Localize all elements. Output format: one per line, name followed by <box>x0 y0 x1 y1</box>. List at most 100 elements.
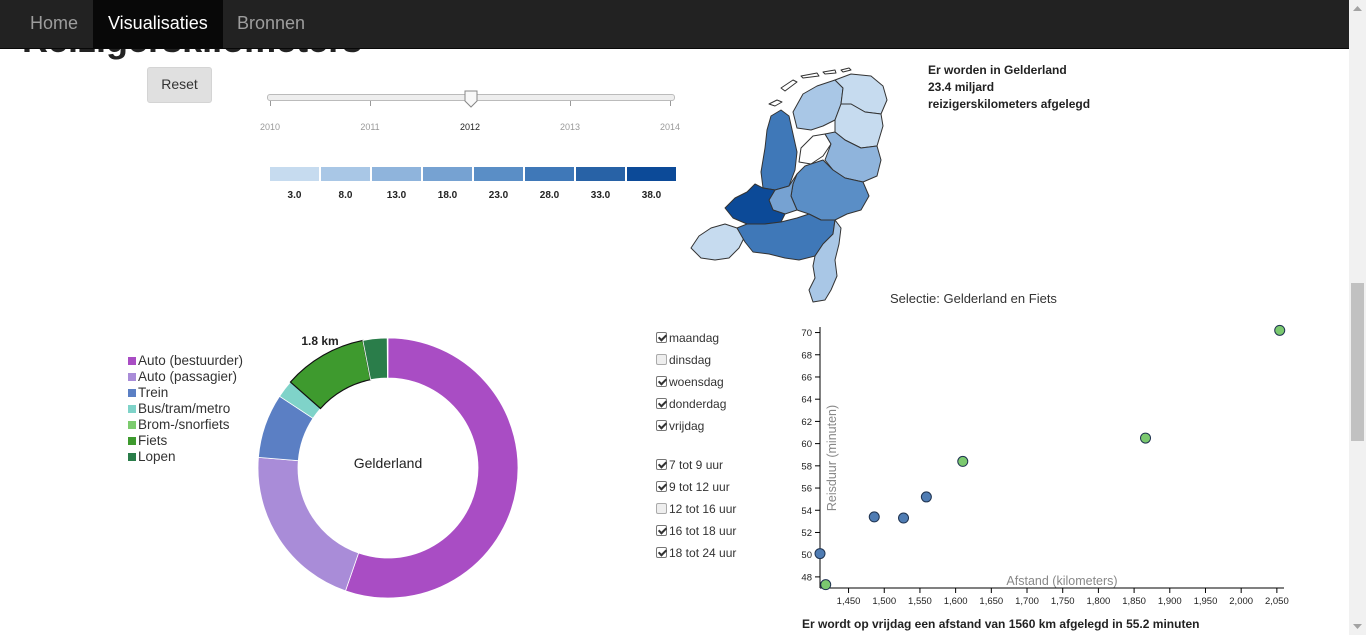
x-tick-label: 1,750 <box>1051 596 1075 607</box>
color-scale-swatch <box>627 167 676 181</box>
province-noord-holland[interactable] <box>760 109 798 191</box>
legend-swatch <box>128 373 136 381</box>
checkbox[interactable] <box>656 481 667 492</box>
x-tick-label: 1,650 <box>979 596 1003 607</box>
checkbox[interactable] <box>656 398 667 409</box>
x-tick-label: 2,000 <box>1229 596 1253 607</box>
map-island <box>768 99 783 107</box>
color-scale-swatch <box>525 167 574 181</box>
day-checkbox[interactable]: maandag <box>656 329 719 347</box>
color-scale-label: 18.0 <box>437 190 458 201</box>
scatter-title: Selectie: Gelderland en Fiets <box>890 291 1057 306</box>
scroll-up-arrow-icon[interactable] <box>1352 4 1363 12</box>
color-scale-swatch <box>576 167 625 181</box>
legend-item[interactable]: Bus/tram/metro <box>128 401 230 417</box>
color-scale-label: 3.0 <box>287 190 302 201</box>
province-zuid-holland[interactable] <box>724 183 786 225</box>
time-checkbox[interactable]: 7 tot 9 uur <box>656 456 723 474</box>
color-scale-swatch <box>321 167 370 181</box>
time-checkbox[interactable]: 12 tot 16 uur <box>656 500 736 518</box>
scatter-point[interactable] <box>898 512 910 524</box>
map-info-line: reizigerskilometers afgelegd <box>928 97 1091 111</box>
legend-item[interactable]: Auto (bestuurder) <box>128 353 243 369</box>
scatter-info: Er wordt op vrijdag een afstand van 1560… <box>802 617 1200 631</box>
legend-swatch <box>128 405 136 413</box>
y-tick-label: 64 <box>801 395 812 406</box>
checkbox[interactable] <box>656 459 667 470</box>
year-slider-handle[interactable] <box>464 90 478 108</box>
scatter-point[interactable] <box>868 511 880 523</box>
checkbox-label: woensdag <box>669 375 724 389</box>
legend-label: Brom-/snorfiets <box>138 417 230 432</box>
color-scale-label: 13.0 <box>386 190 407 201</box>
legend-item[interactable]: Auto (passagier) <box>128 369 237 385</box>
map-info-line: Er worden in Gelderland <box>928 63 1067 77</box>
donut-slice[interactable] <box>257 456 360 592</box>
y-axis-label: Reisduur (minuten) <box>825 405 839 511</box>
y-tick-label: 52 <box>801 528 812 539</box>
y-tick-label: 48 <box>801 572 812 583</box>
donut-slice[interactable] <box>362 337 388 381</box>
scatter-point[interactable] <box>1140 432 1152 444</box>
time-checkbox[interactable]: 16 tot 18 uur <box>656 522 736 540</box>
legend-label: Bus/tram/metro <box>138 401 231 416</box>
checkbox[interactable] <box>656 376 667 387</box>
y-tick-label: 50 <box>801 550 812 561</box>
slider-tick <box>570 101 571 106</box>
reset-button[interactable]: Reset <box>147 67 212 103</box>
checkbox[interactable] <box>656 420 667 431</box>
x-tick-label: 1,550 <box>908 596 932 607</box>
checkbox[interactable] <box>656 354 667 365</box>
checkbox[interactable] <box>656 332 667 343</box>
province-flevoland[interactable] <box>798 133 832 165</box>
legend-item[interactable]: Lopen <box>128 449 176 465</box>
day-checkbox[interactable]: donderdag <box>656 395 726 413</box>
nav-home[interactable]: Home <box>30 13 79 33</box>
checkbox[interactable] <box>656 503 667 514</box>
slider-year-label: 2013 <box>559 122 581 132</box>
checkbox[interactable] <box>656 525 667 536</box>
scatter-point[interactable] <box>814 548 826 560</box>
legend-item[interactable]: Fiets <box>128 433 167 449</box>
scatter-point[interactable] <box>820 579 832 591</box>
slider-year-label-selected: 2012 <box>459 122 481 132</box>
time-checkbox[interactable]: 18 tot 24 uur <box>656 544 736 562</box>
nav-visualisaties[interactable]: Visualisaties <box>93 0 223 48</box>
x-tick-label: 1,800 <box>1087 596 1111 607</box>
scatter-point[interactable] <box>957 455 969 467</box>
slider-year-label: 2011 <box>360 122 380 132</box>
scroll-down-arrow-icon[interactable] <box>1352 623 1363 631</box>
day-checkbox[interactable]: woensdag <box>656 373 724 391</box>
scatter-point[interactable] <box>1274 324 1286 336</box>
x-tick-label: 1,600 <box>944 596 968 607</box>
netherlands-map <box>690 67 888 303</box>
day-checkbox[interactable]: dinsdag <box>656 351 711 369</box>
navbar: Home Visualisaties Bronnen <box>0 0 1349 49</box>
donut-chart: Gelderland 1.8 km <box>257 334 519 599</box>
legend-swatch <box>128 453 136 461</box>
checkbox-label: vrijdag <box>669 419 705 433</box>
scatter-plot: 48 50 52 54 56 58 60 62 64 66 68 70 1,450 1,500 1,550 1… <box>801 324 1289 607</box>
scrollbar-thumb[interactable] <box>1351 283 1364 441</box>
checkbox-label: 18 tot 24 uur <box>669 546 737 560</box>
scatter-point[interactable] <box>920 491 932 503</box>
y-tick-label: 60 <box>801 439 812 450</box>
color-scale-swatch <box>474 167 523 181</box>
slider-tick <box>370 101 371 106</box>
province-limburg[interactable] <box>808 219 842 303</box>
y-tick-label: 54 <box>801 506 812 517</box>
province-zeeland[interactable] <box>690 223 746 261</box>
y-tick-label: 66 <box>801 372 812 383</box>
color-scale-label: 38.0 <box>641 190 662 201</box>
day-checkbox[interactable]: vrijdag <box>656 417 704 435</box>
nav-bronnen[interactable]: Bronnen <box>237 13 306 33</box>
time-checkbox[interactable]: 9 tot 12 uur <box>656 478 730 496</box>
legend-item[interactable]: Brom-/snorfiets <box>128 417 230 433</box>
checkbox[interactable] <box>656 547 667 558</box>
province-overijssel[interactable] <box>824 131 882 183</box>
donut-slice[interactable] <box>344 337 519 599</box>
slider-tick <box>270 101 271 106</box>
y-tick-label: 70 <box>801 328 812 339</box>
slider-year-label: 2014 <box>659 122 681 132</box>
legend-item[interactable]: Trein <box>128 385 168 401</box>
